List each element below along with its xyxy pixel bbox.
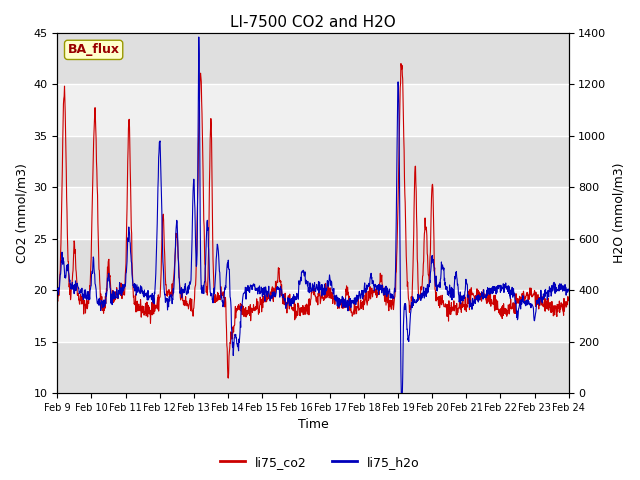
Bar	[58, 135, 568, 187]
Bar	[58, 342, 568, 393]
Legend: li75_co2, li75_h2o: li75_co2, li75_h2o	[215, 451, 425, 474]
Title: LI-7500 CO2 and H2O: LI-7500 CO2 and H2O	[230, 15, 396, 30]
Text: BA_flux: BA_flux	[68, 43, 120, 56]
Bar	[58, 33, 568, 84]
X-axis label: Time: Time	[298, 419, 328, 432]
Bar	[58, 239, 568, 290]
Y-axis label: CO2 (mmol/m3): CO2 (mmol/m3)	[15, 163, 28, 263]
Y-axis label: H2O (mmol/m3): H2O (mmol/m3)	[612, 163, 625, 263]
